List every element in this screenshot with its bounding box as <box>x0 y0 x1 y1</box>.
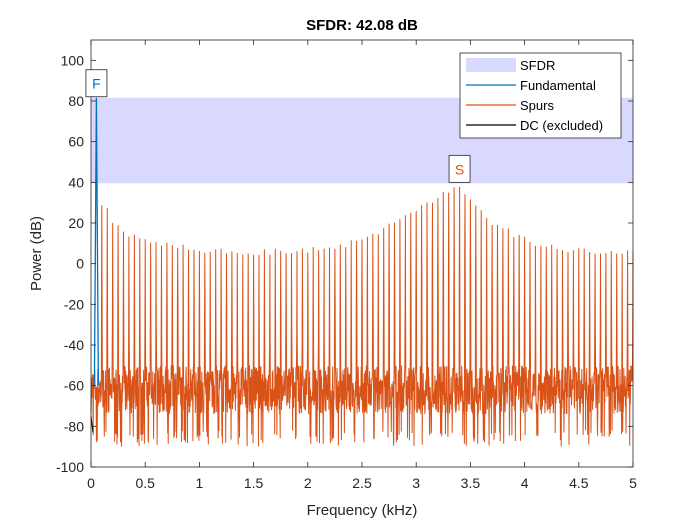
x-tick-label: 1.5 <box>244 475 264 491</box>
marker-box <box>85 69 108 98</box>
chart-title: SFDR: 42.08 dB <box>306 17 418 34</box>
marker-box <box>448 154 471 183</box>
marker-layer: FS <box>85 69 471 183</box>
marker-f: F <box>85 69 108 98</box>
spurs-line <box>90 186 634 447</box>
x-tick-label: 0.5 <box>135 475 155 491</box>
legend-entry: SFDR <box>466 58 555 73</box>
x-tick-label: 3 <box>412 475 420 491</box>
tick-layer: 0 0.5 1 1.5 2 2.5 3 3.5 4 4.5 5 100 80 60 40 20 0 -20 -40 -… <box>56 40 637 491</box>
x-tick-label: 2.5 <box>352 475 372 491</box>
x-tick-label: 0 <box>87 475 95 491</box>
y-tick-label: -40 <box>64 337 84 353</box>
y-tick-label: 0 <box>76 256 84 272</box>
marker-label: S <box>455 161 464 177</box>
fundamental-series <box>93 97 100 386</box>
marker-s: S <box>448 154 471 183</box>
legend-swatch <box>466 58 516 72</box>
legend-label: SFDR <box>520 58 555 73</box>
fundamental-line <box>93 97 100 386</box>
y-tick-label: 60 <box>68 134 84 150</box>
y-tick-label: -80 <box>64 418 84 434</box>
x-axis-label: Frequency (kHz) <box>307 502 418 519</box>
x-tick-label: 4 <box>521 475 529 491</box>
y-tick-label: 20 <box>68 215 84 231</box>
legend: SFDR Fundamental Spurs DC (excluded) <box>459 52 622 139</box>
legend-entry: Fundamental <box>466 78 596 93</box>
y-axis-label: Power (dB) <box>28 216 45 291</box>
y-tick-label: 40 <box>68 174 84 190</box>
y-tick-label: -100 <box>56 459 84 475</box>
y-tick-label: -60 <box>64 378 84 394</box>
legend-entry: Spurs <box>466 98 554 113</box>
legend-label: Fundamental <box>520 78 596 93</box>
x-tick-label: 3.5 <box>461 475 481 491</box>
x-tick-label: 1 <box>196 475 204 491</box>
y-tick-label: 100 <box>61 52 85 68</box>
spurs-series <box>90 186 634 447</box>
legend-label: Spurs <box>520 98 554 113</box>
legend-label: DC (excluded) <box>520 118 603 133</box>
x-tick-label: 5 <box>629 475 637 491</box>
marker-label: F <box>92 76 101 92</box>
y-tick-label: 80 <box>68 93 84 109</box>
x-tick-label: 4.5 <box>569 475 589 491</box>
legend-entry: DC (excluded) <box>466 118 603 133</box>
x-tick-label: 2 <box>304 475 312 491</box>
y-tick-label: -20 <box>64 296 84 312</box>
